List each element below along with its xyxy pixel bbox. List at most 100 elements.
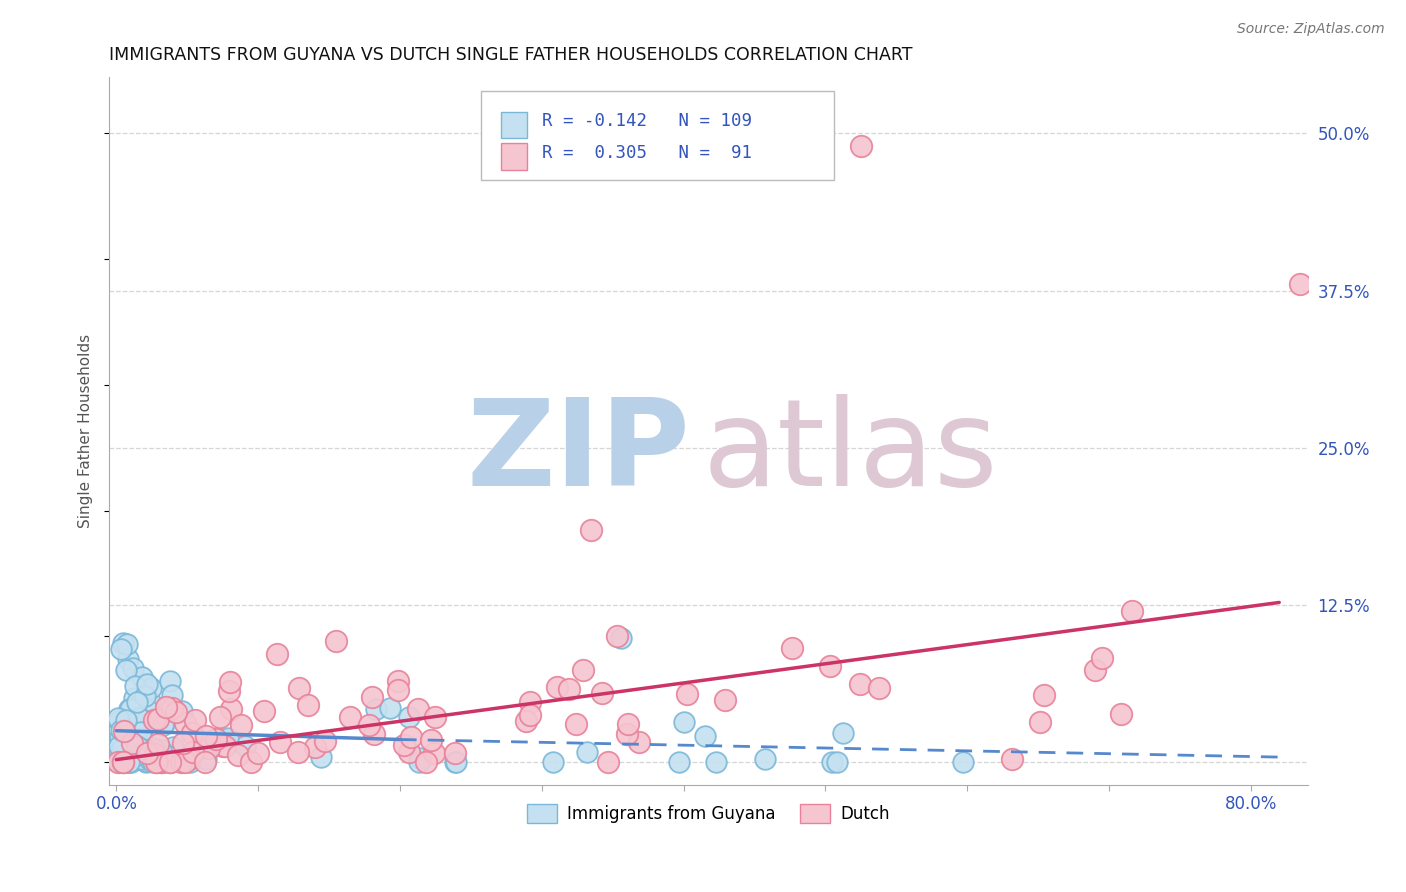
Point: [409, 751, 432, 765]
Point: [231, 718, 253, 732]
Point: [693, 729, 716, 743]
Point: [120, 755, 142, 769]
Point: [138, 704, 160, 718]
Point: [420, 732, 443, 747]
Point: [406, 702, 429, 716]
Point: [387, 682, 409, 697]
Point: [107, 755, 129, 769]
Point: [114, 746, 136, 760]
Point: [572, 663, 595, 677]
Point: [380, 701, 402, 715]
Point: [115, 637, 138, 651]
Point: [849, 677, 872, 691]
Point: [628, 735, 651, 749]
Point: [117, 755, 139, 769]
Bar: [501, 112, 527, 138]
Point: [214, 732, 236, 747]
Point: [150, 743, 173, 757]
Point: [128, 747, 150, 761]
Point: [515, 714, 537, 729]
Point: [136, 746, 159, 760]
Legend: Immigrants from Guyana, Dutch: Immigrants from Guyana, Dutch: [520, 797, 897, 830]
Point: [849, 139, 872, 153]
Point: [221, 702, 243, 716]
Point: [122, 691, 145, 706]
Point: [110, 755, 132, 769]
Point: [205, 731, 228, 746]
Point: [357, 718, 380, 732]
Y-axis label: Single Father Households: Single Father Households: [79, 334, 93, 528]
Point: [868, 681, 890, 695]
Point: [125, 733, 148, 747]
Point: [131, 733, 153, 747]
Point: [107, 714, 129, 728]
Point: [127, 739, 149, 754]
Point: [214, 739, 236, 753]
Point: [110, 723, 132, 738]
Point: [125, 723, 148, 738]
Point: [142, 755, 165, 769]
Text: ZIP: ZIP: [467, 393, 690, 510]
Point: [138, 704, 160, 718]
Point: [138, 742, 160, 756]
Point: [174, 755, 197, 769]
Point: [754, 752, 776, 766]
Text: R = -0.142   N = 109: R = -0.142 N = 109: [541, 112, 752, 130]
Point: [152, 755, 174, 769]
Point: [1109, 706, 1132, 721]
Point: [125, 728, 148, 742]
Point: [821, 755, 844, 769]
Point: [108, 739, 131, 754]
Point: [591, 685, 613, 699]
Point: [361, 690, 384, 704]
Point: [780, 640, 803, 655]
Point: [129, 721, 152, 735]
Point: [131, 725, 153, 739]
Point: [675, 687, 697, 701]
Point: [120, 753, 142, 767]
Point: [606, 629, 628, 643]
Point: [174, 716, 197, 731]
Point: [288, 681, 311, 696]
Point: [1121, 604, 1143, 618]
Point: [118, 734, 141, 748]
Point: [444, 746, 467, 760]
Point: [110, 750, 132, 764]
Point: [115, 663, 138, 677]
Point: [297, 698, 319, 712]
Point: [177, 752, 200, 766]
Point: [107, 745, 129, 759]
Point: [825, 755, 848, 769]
Point: [581, 523, 603, 537]
Point: [253, 705, 276, 719]
Point: [714, 692, 737, 706]
Point: [172, 704, 194, 718]
Point: [423, 710, 446, 724]
Bar: [501, 143, 527, 169]
Point: [205, 731, 228, 746]
Point: [240, 755, 263, 769]
Point: [233, 739, 256, 753]
Point: [181, 726, 204, 740]
Point: [208, 710, 231, 724]
Point: [325, 633, 347, 648]
Point: [952, 755, 974, 769]
Point: [118, 702, 141, 716]
Point: [112, 754, 135, 768]
Point: [219, 674, 242, 689]
Point: [145, 755, 167, 769]
Point: [218, 684, 240, 698]
Point: [668, 755, 690, 769]
Point: [121, 736, 143, 750]
Point: [183, 713, 205, 727]
Point: [339, 710, 361, 724]
Point: [364, 702, 387, 716]
Text: Source: ZipAtlas.com: Source: ZipAtlas.com: [1237, 22, 1385, 37]
Point: [444, 755, 467, 769]
Point: [122, 742, 145, 756]
Point: [172, 736, 194, 750]
Point: [122, 739, 145, 753]
Point: [1289, 277, 1312, 292]
Point: [129, 711, 152, 725]
Point: [565, 717, 588, 731]
